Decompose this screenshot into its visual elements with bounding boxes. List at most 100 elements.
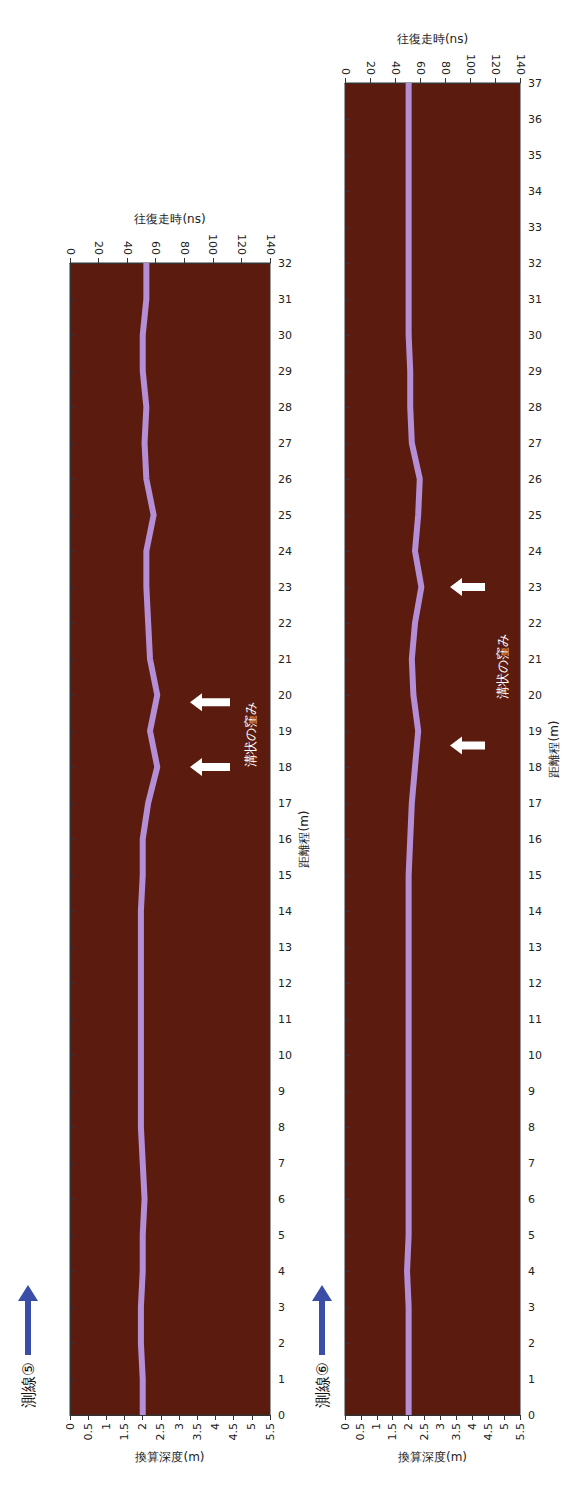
svg-text:距離程(m): 距離程(m) [297,810,311,867]
svg-text:17: 17 [528,797,542,810]
svg-text:3.5: 3.5 [450,1423,463,1441]
svg-text:20: 20 [528,689,542,702]
svg-text:1: 1 [100,1423,113,1430]
svg-text:2.5: 2.5 [418,1423,431,1441]
svg-text:11: 11 [528,1013,542,1026]
svg-text:18: 18 [278,761,292,774]
svg-text:15: 15 [528,869,542,882]
svg-text:27: 27 [278,437,292,450]
svg-text:60: 60 [414,61,427,75]
svg-text:0.5: 0.5 [354,1423,367,1441]
svg-text:31: 31 [278,293,292,306]
svg-text:1: 1 [528,1373,535,1386]
svg-text:5: 5 [278,1229,285,1242]
svg-text:3: 3 [528,1301,535,1314]
svg-text:20: 20 [92,241,105,255]
svg-text:5: 5 [528,1229,535,1242]
svg-text:37: 37 [528,77,542,90]
svg-text:1.5: 1.5 [386,1423,399,1441]
svg-text:5: 5 [498,1423,511,1430]
svg-text:4: 4 [278,1265,285,1278]
svg-text:33: 33 [528,221,542,234]
svg-text:60: 60 [149,241,162,255]
svg-text:7: 7 [278,1157,285,1170]
svg-text:4: 4 [528,1265,535,1278]
svg-text:5: 5 [245,1423,258,1430]
svg-text:0: 0 [339,1423,352,1430]
svg-text:120: 120 [235,234,248,255]
svg-text:10: 10 [278,1049,292,1062]
svg-text:2: 2 [278,1337,285,1350]
svg-text:3: 3 [173,1423,186,1430]
svg-text:1: 1 [370,1423,383,1430]
svg-text:40: 40 [389,61,402,75]
svg-text:31: 31 [528,293,542,306]
svg-text:換算深度(m): 換算深度(m) [398,1450,467,1464]
svg-text:5.5: 5.5 [264,1423,277,1441]
svg-text:13: 13 [278,941,292,954]
svg-text:23: 23 [278,581,292,594]
svg-text:13: 13 [528,941,542,954]
svg-text:17: 17 [278,797,292,810]
svg-text:9: 9 [528,1085,535,1098]
svg-text:測線⑥: 測線⑥ [313,1362,332,1408]
svg-text:5.5: 5.5 [514,1423,527,1441]
svg-text:26: 26 [278,473,292,486]
svg-text:4: 4 [466,1423,479,1430]
svg-text:32: 32 [278,257,292,270]
svg-text:80: 80 [439,61,452,75]
svg-text:24: 24 [528,545,542,558]
svg-text:29: 29 [528,365,542,378]
svg-text:2: 2 [136,1423,149,1430]
svg-text:3: 3 [434,1423,447,1430]
svg-text:14: 14 [528,905,542,918]
svg-text:7: 7 [528,1157,535,1170]
svg-text:1: 1 [278,1373,285,1386]
svg-text:1.5: 1.5 [118,1423,131,1441]
svg-text:23: 23 [528,581,542,594]
svg-text:10: 10 [528,1049,542,1062]
svg-text:40: 40 [121,241,134,255]
svg-text:32: 32 [528,257,542,270]
svg-text:20: 20 [364,61,377,75]
svg-text:35: 35 [528,149,542,162]
svg-text:24: 24 [278,545,292,558]
svg-text:溝状の窪み: 溝状の窪み [243,702,258,767]
svg-text:0: 0 [64,248,77,255]
svg-text:20: 20 [278,689,292,702]
svg-text:0.5: 0.5 [82,1423,95,1441]
svg-text:12: 12 [278,977,292,990]
svg-text:29: 29 [278,365,292,378]
svg-text:19: 19 [528,725,542,738]
svg-text:2: 2 [528,1337,535,1350]
svg-text:21: 21 [278,653,292,666]
svg-text:2.5: 2.5 [154,1423,167,1441]
svg-text:測線⑤: 測線⑤ [19,1362,38,1408]
svg-text:0: 0 [278,1409,285,1422]
svg-text:2: 2 [402,1423,415,1430]
svg-text:18: 18 [528,761,542,774]
svg-text:36: 36 [528,113,542,126]
svg-text:30: 30 [278,329,292,342]
svg-text:0: 0 [64,1423,77,1430]
svg-text:3.5: 3.5 [191,1423,204,1441]
svg-text:26: 26 [528,473,542,486]
svg-text:12: 12 [528,977,542,990]
svg-text:22: 22 [528,617,542,630]
svg-text:往復走時(ns): 往復走時(ns) [134,212,205,226]
svg-text:9: 9 [278,1085,285,1098]
svg-text:14: 14 [278,905,292,918]
svg-text:8: 8 [528,1121,535,1134]
svg-text:0: 0 [528,1409,535,1422]
svg-text:溝状の窪み: 溝状の窪み [495,634,510,699]
svg-text:換算深度(m): 換算深度(m) [135,1450,204,1464]
svg-text:8: 8 [278,1121,285,1134]
svg-text:28: 28 [278,401,292,414]
svg-text:21: 21 [528,653,542,666]
svg-text:28: 28 [528,401,542,414]
svg-text:0: 0 [339,68,352,75]
svg-text:往復走時(ns): 往復走時(ns) [397,32,468,46]
svg-text:19: 19 [278,725,292,738]
svg-text:140: 140 [264,234,277,255]
svg-text:27: 27 [528,437,542,450]
